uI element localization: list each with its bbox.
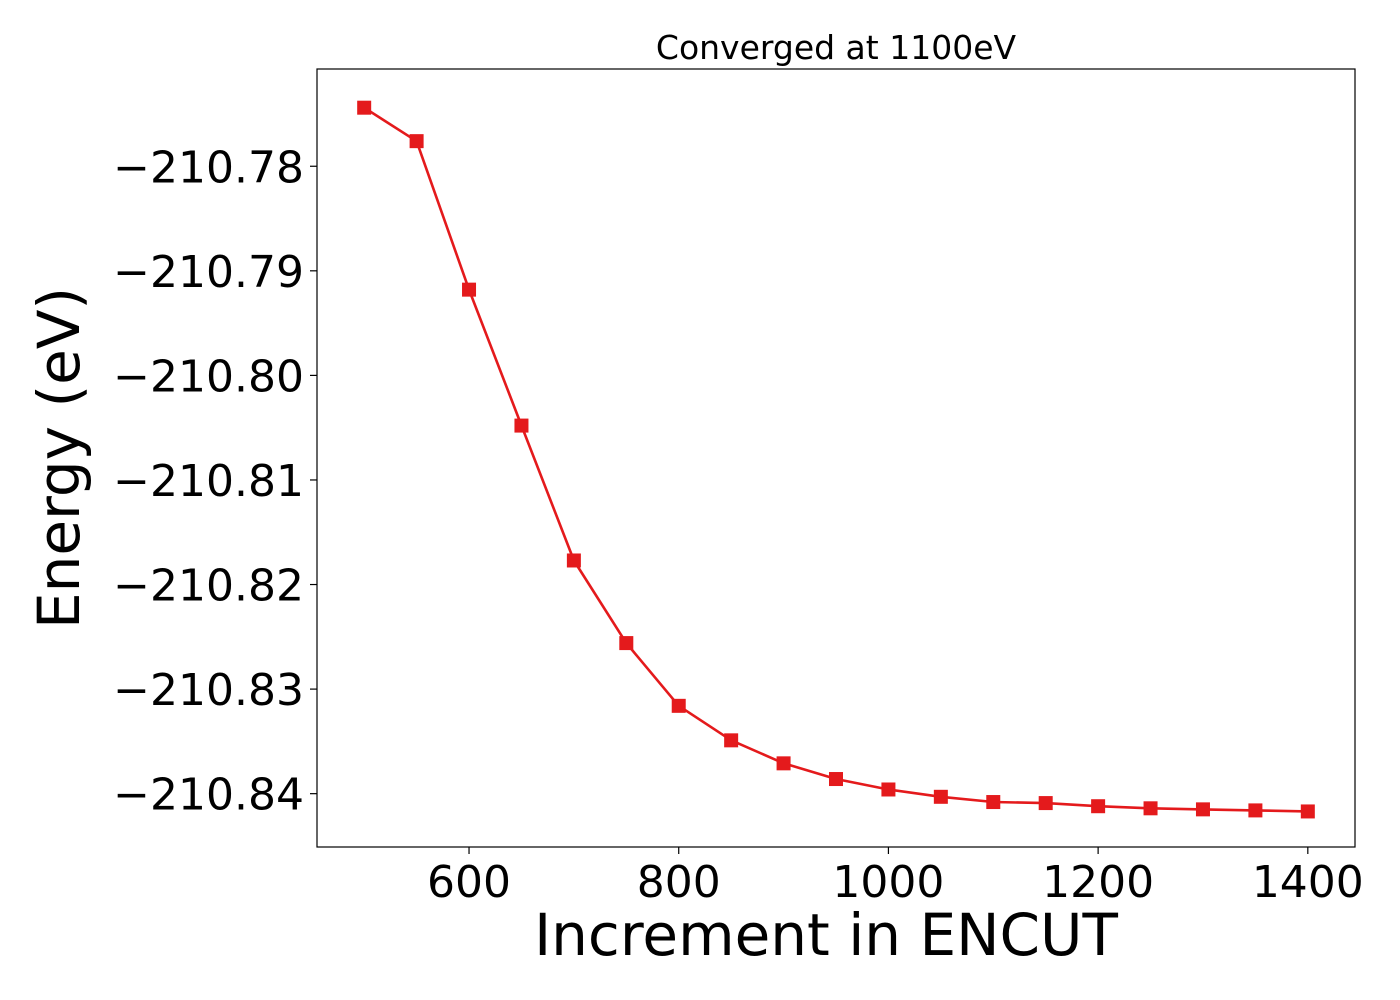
y-tick-label: −210.81 (113, 456, 304, 507)
x-tick-label: 800 (637, 857, 721, 908)
plot-area (357, 100, 1315, 819)
data-point-marker (671, 698, 686, 713)
data-point-marker (829, 772, 843, 787)
data-point-marker (933, 789, 948, 804)
data-point-marker (357, 100, 372, 115)
chart-title: Converged at 1100eV (656, 28, 1017, 67)
y-tick-label: −210.82 (113, 561, 304, 612)
data-point-marker (724, 733, 739, 748)
y-tick-label: −210.83 (113, 665, 304, 716)
series-line (363, 106, 1308, 813)
data-point-marker (1143, 801, 1158, 816)
data-point-marker (514, 418, 529, 433)
plot-frame (316, 68, 1356, 848)
y-tick-label: −210.79 (113, 247, 304, 298)
data-point-marker (1195, 802, 1210, 817)
data-point-marker (462, 282, 477, 297)
x-tick-label: 600 (427, 857, 511, 908)
data-point-marker (409, 134, 424, 149)
data-point-marker (619, 636, 634, 651)
y-tick-label: −210.84 (113, 770, 304, 821)
data-point-marker (1248, 803, 1263, 818)
data-point-marker (1300, 804, 1315, 819)
data-point-marker (566, 553, 581, 568)
y-tick-label: −210.80 (113, 351, 304, 402)
data-point-marker (1091, 799, 1106, 814)
x-tick-label: 1200 (1042, 857, 1154, 908)
y-tick-label: −210.78 (113, 142, 304, 193)
y-axis-label: Energy (eV) (25, 287, 93, 629)
y-axis: −210.78 −210.79 −210.80 −210.81 −210.82 −210.… (113, 142, 317, 821)
data-point-marker (881, 782, 896, 797)
data-point-marker (986, 795, 1001, 810)
x-axis-label: Increment in ENCUT (534, 901, 1118, 969)
x-tick-label: 1400 (1252, 857, 1364, 908)
data-point-marker (1038, 796, 1053, 811)
x-axis: 600 800 1000 1200 1400 (427, 847, 1364, 908)
x-tick-label: 1000 (832, 857, 944, 908)
data-point-marker (776, 756, 791, 771)
